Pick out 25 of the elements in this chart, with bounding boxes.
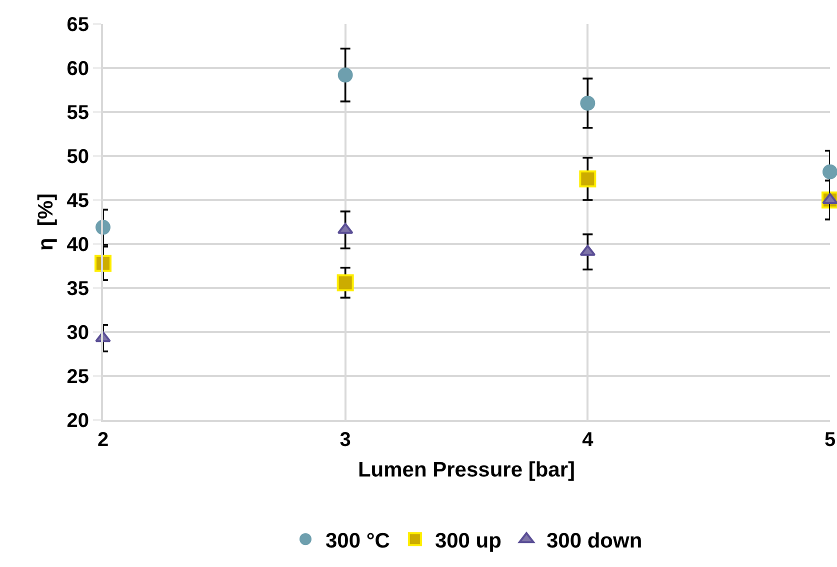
point bbox=[336, 274, 354, 292]
point bbox=[822, 193, 837, 204]
y-tick-label: 30 bbox=[66, 322, 89, 344]
legend-label: 300 °C bbox=[326, 529, 390, 552]
y-tick-label: 65 bbox=[66, 14, 89, 36]
y-tick-label: 45 bbox=[66, 190, 89, 212]
point bbox=[338, 68, 353, 83]
legend-label: 300 up bbox=[434, 529, 502, 552]
x-axis-title: Lumen Pressure [bar] bbox=[358, 458, 576, 482]
y-tick-label: 25 bbox=[66, 366, 89, 388]
x-tick-label: 5 bbox=[824, 429, 836, 451]
y-tick-label: 35 bbox=[66, 278, 89, 300]
point bbox=[580, 96, 596, 111]
y-axis-title: η [%] bbox=[34, 193, 58, 251]
point bbox=[822, 164, 837, 180]
point bbox=[579, 170, 596, 188]
y-tick-label: 50 bbox=[66, 146, 89, 168]
y-tick-label: 40 bbox=[66, 234, 89, 256]
y-tick-label: 20 bbox=[66, 410, 89, 432]
y-tick-label: 60 bbox=[66, 58, 89, 80]
x-tick-label: 4 bbox=[582, 429, 594, 451]
y-tick-label: 55 bbox=[66, 102, 89, 124]
x-tick-label: 2 bbox=[97, 429, 109, 451]
legend-label: 300 down bbox=[546, 529, 642, 552]
x-tick-label: 3 bbox=[340, 429, 351, 451]
